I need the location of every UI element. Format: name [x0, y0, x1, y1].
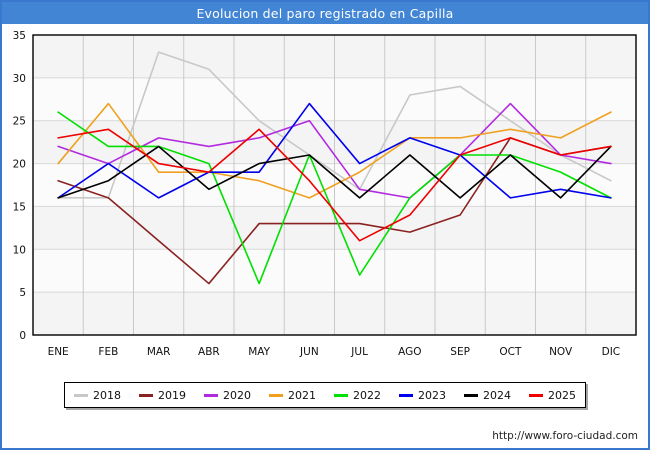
legend-item-label: 2025 [548, 388, 576, 402]
legend-swatch-icon [334, 393, 348, 397]
legend-swatch-icon [204, 393, 218, 397]
legend-item-2021[interactable]: 2021 [269, 389, 316, 402]
x-axis-tick-label: MAR [147, 346, 171, 358]
legend-swatch-icon [74, 393, 88, 397]
x-axis-tick-label: DIC [602, 346, 621, 358]
legend-item-2023[interactable]: 2023 [399, 389, 446, 402]
x-axis-tick-label: AGO [398, 346, 421, 358]
legend-item-label: 2022 [353, 388, 381, 402]
x-axis-tick-label: FEB [98, 346, 118, 358]
legend-swatch-icon [464, 393, 478, 397]
series-line-2021[interactable] [57, 102, 612, 199]
chart-plot-area: 0 5 10 15 20 25 30 35 ENE FEB MAR ABR MAY JUN JUL AGO SE… [2, 24, 648, 374]
y-axis-tick-label: 5 [19, 287, 26, 299]
y-axis-tick-label: 10 [13, 244, 26, 256]
legend-swatch-icon [399, 393, 413, 397]
x-axis-tick-label: NOV [549, 346, 573, 358]
y-axis-tick-label: 20 [13, 159, 26, 171]
x-axis-tick-label: JUN [299, 346, 319, 358]
page-title: Evolucion del paro registrado en Capilla [196, 5, 454, 21]
legend-swatch-icon [139, 393, 153, 397]
legend-item-2025[interactable]: 2025 [529, 389, 576, 402]
legend-swatch-icon [269, 393, 283, 397]
legend-item-2019[interactable]: 2019 [139, 389, 186, 402]
series-line-2025[interactable] [57, 128, 612, 242]
series-line-2018[interactable] [57, 51, 612, 199]
y-axis-tick-label: 35 [13, 30, 26, 42]
legend-item-label: 2024 [483, 388, 511, 402]
series-line-2020[interactable] [57, 102, 612, 199]
x-axis-tick-label: JUL [350, 346, 368, 358]
x-axis-tick-label: SEP [450, 346, 470, 358]
x-axis-tick-label: OCT [499, 346, 522, 358]
legend-item-label: 2020 [223, 388, 251, 402]
source-url: http://www.foro-ciudad.com [492, 430, 638, 442]
legend-item-2022[interactable]: 2022 [334, 389, 381, 402]
y-axis-tick-label: 15 [13, 201, 26, 213]
y-axis-tick-label: 0 [19, 330, 26, 342]
x-axis-tick-label: ENE [48, 346, 69, 358]
legend-item-label: 2018 [93, 388, 121, 402]
series-line-2024[interactable] [57, 145, 612, 199]
x-axis-tick-label: MAY [248, 346, 270, 358]
series-line-2022[interactable] [57, 111, 612, 285]
legend-item-label: 2021 [288, 388, 316, 402]
window-title-bar: Evolucion del paro registrado en Capilla [2, 2, 648, 24]
legend-item-2024[interactable]: 2024 [464, 389, 511, 402]
legend-item-2018[interactable]: 2018 [74, 389, 121, 402]
line-chart-svg: 0 5 10 15 20 25 30 35 ENE FEB MAR ABR MAY JUN JUL AGO SE… [13, 30, 637, 358]
y-axis-tick-label: 25 [13, 116, 26, 128]
plot-border [32, 34, 637, 336]
chart-legend: 2018 2019 2020 2021 2022 2023 2024 2025 [64, 382, 586, 408]
y-axis-tick-label: 30 [13, 73, 26, 85]
legend-item-2020[interactable]: 2020 [204, 389, 251, 402]
x-axis-tick-label: ABR [198, 346, 220, 358]
series-line-2023[interactable] [57, 102, 612, 199]
legend-swatch-icon [529, 393, 543, 397]
legend-item-label: 2023 [418, 388, 446, 402]
legend-item-label: 2019 [158, 388, 186, 402]
